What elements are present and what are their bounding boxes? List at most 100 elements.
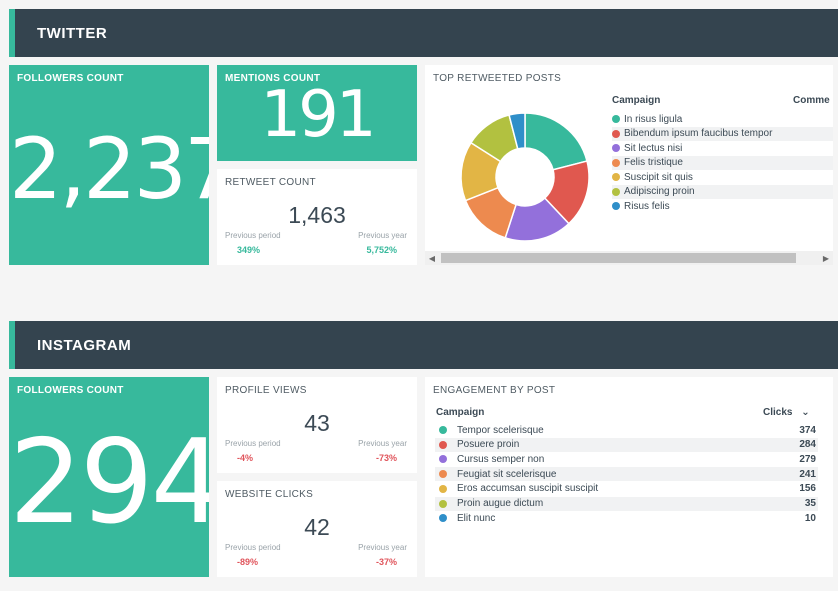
legend-row: Risus felis [612, 199, 833, 213]
legend-row: Suscipit sit quis [612, 170, 833, 184]
engagement-col-clicks-label: Clicks [763, 407, 793, 418]
legend-label: Felis tristique [624, 157, 683, 168]
engagement-col-campaign: Campaign [436, 407, 485, 418]
legend-row: Felis tristique [612, 155, 833, 170]
legend-label: Bibendum ipsum faucibus tempor [624, 128, 773, 139]
row-dot-icon [439, 440, 447, 449]
donut-slice[interactable] [508, 112, 526, 150]
profile-views-card: PROFILE VIEWS 43 Previous period Previou… [217, 377, 417, 473]
table-row: Cursus semper non 279 [435, 452, 818, 466]
twitter-retweet-value: 1,463 [288, 202, 346, 228]
row-dot-icon [439, 455, 447, 464]
legend-label: Sit lectus nisi [624, 142, 683, 154]
row-clicks: 35 [804, 498, 816, 509]
website-clicks-prev-period-label: Previous period [225, 543, 281, 552]
twitter-mentions-value: 191 [260, 78, 376, 152]
instagram-followers-card: FOLLOWERS COUNT 294 [9, 377, 209, 577]
profile-views-prev-period-value: -4% [237, 453, 254, 463]
row-campaign: Posuere proin [457, 439, 520, 451]
legend-row: Adipiscing proin [612, 184, 833, 199]
legend-dot-icon [612, 187, 620, 196]
twitter-mentions-card: MENTIONS COUNT 191 [217, 65, 417, 161]
instagram-followers-value: 294 [9, 415, 209, 550]
profile-views-title: PROFILE VIEWS [225, 385, 307, 396]
row-clicks: 241 [799, 468, 816, 480]
row-campaign: Elit nunc [457, 512, 496, 524]
row-campaign: Proin augue dictum [457, 498, 544, 509]
chevron-down-icon: ⌄ [801, 407, 810, 418]
twitter-mentions-title: MENTIONS COUNT [225, 73, 321, 84]
legend-row: Bibendum ipsum faucibus tempor [612, 126, 833, 141]
website-clicks-title: WEBSITE CLICKS [225, 489, 314, 500]
table-row: Eros accumsan suscipit suscipit 156 [435, 482, 818, 496]
instagram-followers-title: FOLLOWERS COUNT [17, 385, 124, 396]
row-campaign: Eros accumsan suscipit suscipit [457, 483, 599, 495]
twitter-followers-title: FOLLOWERS COUNT [17, 73, 124, 84]
legend-dot-icon [612, 144, 620, 152]
row-dot-icon [439, 484, 447, 493]
legend-row: Sit lectus nisi [612, 141, 833, 155]
scroll-left-icon[interactable]: ◀ [428, 253, 436, 263]
retweet-prev-year-label: Previous year [358, 231, 407, 240]
legend-label: Adipiscing proin [624, 186, 695, 197]
legend-dot-icon [612, 129, 620, 138]
row-clicks: 374 [799, 424, 816, 436]
legend-dot-icon [612, 173, 620, 181]
twitter-section-header: TWITTER [9, 9, 838, 57]
table-row: Proin augue dictum 35 [435, 496, 818, 511]
row-dot-icon [439, 470, 447, 479]
row-dot-icon [439, 514, 447, 523]
twitter-retweet-card: RETWEET COUNT 1,463 Previous period Prev… [217, 169, 417, 265]
legend-label: Suscipit sit quis [624, 171, 693, 183]
scroll-right-icon[interactable]: ▶ [822, 253, 830, 263]
table-row: Elit nunc 10 [435, 511, 818, 525]
legend-row: In risus ligula [612, 112, 833, 126]
engagement-col-clicks[interactable]: Clicks ⌄ [763, 407, 810, 418]
row-campaign: Tempor scelerisque [457, 424, 544, 436]
table-row: Tempor scelerisque 374 [435, 423, 818, 437]
retweet-prev-period-value: 349% [237, 245, 261, 255]
top-retweeted-card: TOP RETWEETED POSTS Campaign Comme In ri… [425, 65, 833, 265]
retweet-donut-chart [460, 112, 590, 242]
legend-dot-icon [612, 115, 620, 123]
horizontal-scrollbar[interactable]: ◀ ▶ [425, 251, 833, 265]
legend-col-campaign: Campaign [612, 95, 661, 106]
row-dot-icon [439, 499, 447, 508]
profile-views-prev-period-label: Previous period [225, 439, 281, 448]
scroll-thumb[interactable] [441, 253, 796, 263]
profile-views-prev-year-label: Previous year [358, 439, 407, 448]
profile-views-value: 43 [304, 410, 330, 436]
row-campaign: Cursus semper non [457, 453, 545, 465]
engagement-title: ENGAGEMENT BY POST [433, 385, 556, 396]
retweet-prev-period-label: Previous period [225, 231, 281, 240]
website-clicks-prev-year-label: Previous year [358, 543, 407, 552]
engagement-card: ENGAGEMENT BY POST Campaign Clicks ⌄ Tem… [425, 377, 833, 577]
legend-dot-icon [612, 202, 620, 210]
instagram-section-title: INSTAGRAM [37, 336, 132, 354]
table-row: Feugiat sit scelerisque 241 [435, 467, 818, 482]
row-clicks: 279 [799, 453, 816, 465]
twitter-followers-value: 2,237 [9, 120, 209, 218]
twitter-retweet-title: RETWEET COUNT [225, 177, 316, 188]
legend-label: In risus ligula [624, 113, 683, 125]
twitter-followers-card: FOLLOWERS COUNT 2,237 [9, 65, 209, 265]
instagram-section-header: INSTAGRAM [9, 321, 838, 369]
website-clicks-prev-year-value: -37% [375, 557, 397, 567]
donut-slice[interactable] [524, 112, 588, 171]
top-retweeted-title: TOP RETWEETED POSTS [433, 73, 562, 84]
row-clicks: 284 [799, 439, 816, 451]
legend-col-comments: Comme [793, 95, 830, 106]
legend-dot-icon [612, 158, 620, 167]
legend-label: Risus felis [624, 200, 670, 212]
website-clicks-prev-period-value: -89% [237, 557, 259, 567]
website-clicks-value: 42 [304, 514, 330, 540]
row-campaign: Feugiat sit scelerisque [457, 468, 557, 480]
row-dot-icon [439, 426, 447, 434]
profile-views-prev-year-value: -73% [375, 453, 397, 463]
table-row: Posuere proin 284 [435, 437, 818, 452]
retweet-prev-year-value: 5,752% [366, 245, 397, 255]
twitter-section-title: TWITTER [37, 24, 108, 42]
website-clicks-card: WEBSITE CLICKS 42 Previous period Previo… [217, 481, 417, 577]
row-clicks: 156 [799, 483, 816, 495]
row-clicks: 10 [804, 512, 816, 524]
